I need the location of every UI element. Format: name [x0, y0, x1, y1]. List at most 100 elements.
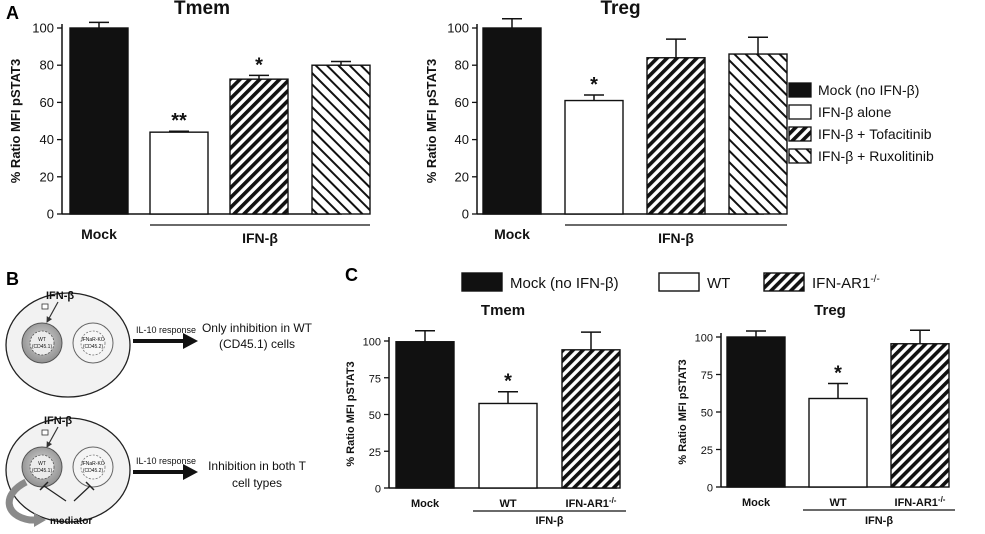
chart-0-bar	[229, 78, 289, 215]
arrow-label-bottom: IL-10 response	[136, 456, 196, 466]
chart-0-significance-mark: **	[171, 110, 187, 132]
chart-c-treg: Treg % Ratio MFI pSTAT3 0 25 50 75 100 * Mock WT I…	[677, 302, 955, 527]
chart-3-y-tick-label: 0	[707, 483, 713, 495]
inhibit-bar-ko-icon	[85, 481, 95, 491]
wt-cell-label-bottom: WT	[38, 461, 46, 467]
receptor-icon	[41, 303, 49, 310]
chart-2-y-tick-label: 0	[375, 484, 381, 496]
diagram-bottom: IFN-β WT (CD45.1) IFNaR-KO (CD45.2) medi…	[5, 415, 307, 527]
legend-c-swatch	[658, 272, 700, 292]
legend-a-label: Mock (no IFN-β)	[818, 82, 919, 98]
ko-cell-label: IFNaR-KO	[81, 337, 104, 343]
chart-2-category-superscript: -/-	[609, 496, 617, 505]
chart-1-title: Treg	[600, 0, 640, 19]
chart-2-y-tick-label: 100	[363, 337, 381, 349]
ifn-beta-label-bottom: IFN-β	[44, 415, 72, 427]
chart-2-category-label: Mock	[411, 498, 440, 510]
chart-1-y-tick-label: 60	[455, 95, 469, 110]
result-top-line2: (CD45.1) cells	[219, 337, 295, 351]
chart-3-y-tick-label: 25	[701, 445, 713, 457]
chart-1-group-label: IFN-β	[658, 230, 694, 246]
legend-c-label-text: WT	[707, 275, 730, 292]
legend-a-label: IFN-β + Ruxolitinib	[818, 148, 934, 164]
chart-3-category-label: Mock	[742, 497, 771, 509]
chart-1-y-axis-label: % Ratio MFI pSTAT3	[424, 59, 439, 183]
wt-cell-label: WT	[38, 337, 46, 343]
legend-a-swatch	[788, 82, 812, 98]
chart-3-bar	[890, 343, 950, 488]
ko-cell-sub-bottom: (CD45.2)	[83, 468, 104, 474]
chart-1-category-label: Mock	[494, 226, 530, 242]
chart-1-category-text: Mock	[494, 226, 530, 242]
chart-2-category-text: Mock	[411, 498, 440, 510]
ko-cell-label-bottom: IFNaR-KO	[81, 461, 104, 467]
chart-0-bar	[149, 131, 209, 215]
arrow-label-top: IL-10 response	[136, 325, 196, 335]
chart-2-y-tick-label: 75	[369, 373, 381, 385]
chart-3-category-text: WT	[829, 497, 846, 509]
chart-3-category-label: IFN-AR1-/-	[895, 495, 946, 509]
legend-c-label: IFN-AR1-/-	[812, 274, 880, 292]
result-bottom-line2: cell types	[232, 476, 282, 490]
ko-nucleus-icon-bottom	[80, 454, 106, 480]
legend-a-swatch	[788, 104, 812, 120]
legend-c-label: Mock (no IFN-β)	[510, 275, 619, 292]
chart-1-bar	[646, 57, 706, 215]
chart-0-y-tick-label: 80	[40, 58, 54, 73]
legend-a-swatch	[788, 126, 812, 142]
inhibit-line-ko-icon	[73, 485, 91, 502]
chart-2-significance-mark: *	[504, 371, 512, 393]
inhibit-bar-wt-icon	[39, 481, 49, 491]
ko-nucleus-icon	[80, 330, 106, 356]
chart-0-significance-mark: *	[255, 54, 263, 76]
chart-0-bar	[311, 64, 371, 215]
chart-3-category-superscript: -/-	[938, 495, 946, 504]
legend-a-swatch	[788, 148, 812, 164]
legend-c-swatch	[461, 272, 503, 292]
wt-cell-sub-bottom: (CD45.1)	[32, 468, 53, 474]
result-arrow-icon	[133, 333, 198, 349]
chart-1-y-tick-label: 20	[455, 169, 469, 184]
wt-nucleus-icon-bottom	[29, 454, 55, 480]
inhibit-line-wt-icon	[43, 485, 67, 502]
chart-2-category-text: IFN-AR1	[566, 498, 609, 510]
stimulus-arrow-icon-bottom	[46, 426, 59, 448]
chart-0-y-axis-label: % Ratio MFI pSTAT3	[8, 59, 23, 183]
wt-nucleus-icon	[29, 330, 55, 356]
chart-2-bar	[561, 349, 621, 489]
chart-0-bar	[69, 27, 129, 215]
chart-1-bar	[728, 53, 788, 215]
chart-2-title: Tmem	[481, 302, 525, 319]
chart-2-y-tick-label: 50	[369, 410, 381, 422]
legend-c-label-superscript: -/-	[870, 274, 879, 285]
chart-0-y-tick-label: 40	[40, 132, 54, 147]
legend-a-label: IFN-β + Tofacitinib	[818, 126, 932, 142]
mediator-label: mediator	[50, 516, 92, 527]
chart-3-group-label: IFN-β	[865, 515, 893, 527]
chart-0-y-tick-label: 100	[32, 21, 54, 36]
well-bottom	[5, 417, 131, 523]
legend-c-label-text: IFN-AR1	[812, 275, 870, 292]
chart-a-tmem: Tmem% Ratio MFI pSTAT3020406080100***Moc…	[8, 0, 371, 246]
legend-c-label: WT	[707, 275, 730, 292]
chart-3-y-tick-label: 75	[701, 370, 713, 382]
chart-0-group-label: IFN-β	[242, 230, 278, 246]
chart-1-y-tick-label: 40	[455, 132, 469, 147]
chart-3-bar	[726, 336, 786, 488]
chart-1-y-tick-label: 100	[447, 21, 469, 36]
diagram-top: IFN-β WT (CD45.1) IFNaR-KO (CD45.2) IL-1…	[5, 290, 313, 398]
legend-panel-a: Mock (no IFN-β) IFN-β alone IFN-β + Tofaci…	[788, 82, 934, 164]
mediator-curve-icon	[5, 478, 36, 524]
well-top	[5, 292, 131, 398]
legend-a-label: IFN-β alone	[818, 104, 892, 120]
chart-2-category-text: WT	[499, 498, 516, 510]
chart-2-category-label: WT	[499, 498, 516, 510]
chart-2-y-tick-label: 25	[369, 447, 381, 459]
ifn-beta-label-top: IFN-β	[46, 290, 74, 302]
chart-3-bar	[808, 397, 868, 488]
chart-1-y-tick-label: 0	[462, 207, 469, 222]
chart-3-category-label: WT	[829, 497, 846, 509]
chart-3-y-tick-label: 100	[695, 333, 713, 345]
stimulus-arrow-icon	[46, 301, 59, 323]
